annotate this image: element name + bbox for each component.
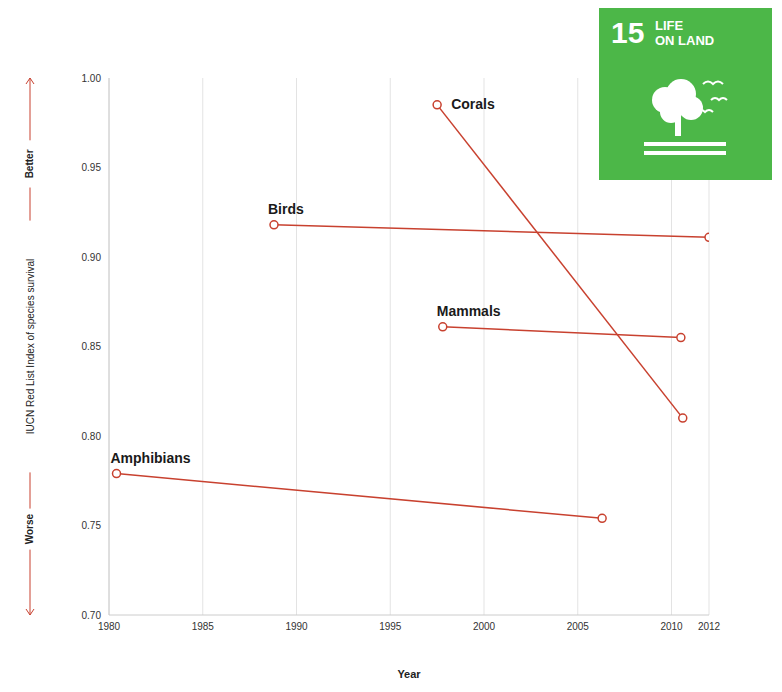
svg-text:1.00: 1.00	[82, 73, 102, 84]
svg-text:2012: 2012	[698, 621, 721, 632]
svg-text:2000: 2000	[473, 621, 496, 632]
svg-text:0.70: 0.70	[82, 610, 102, 621]
svg-text:2010: 2010	[660, 621, 683, 632]
svg-text:1990: 1990	[285, 621, 308, 632]
svg-text:0.85: 0.85	[82, 341, 102, 352]
svg-text:2005: 2005	[567, 621, 590, 632]
svg-text:0.80: 0.80	[82, 431, 102, 442]
svg-text:Worse: Worse	[25, 513, 36, 544]
svg-text:IUCN Red List Index of species: IUCN Red List Index of species survival	[25, 259, 36, 435]
svg-text:Birds: Birds	[268, 201, 304, 217]
svg-text:0.95: 0.95	[82, 162, 102, 173]
html-text:15: 15	[611, 16, 645, 49]
svg-text:Amphibians: Amphibians	[111, 450, 191, 466]
svg-text:Mammals: Mammals	[437, 303, 501, 319]
html-text:LIFE: LIFE	[655, 18, 684, 33]
svg-text:0.90: 0.90	[82, 252, 102, 263]
svg-text:0.75: 0.75	[82, 520, 102, 531]
svg-text:1985: 1985	[192, 621, 215, 632]
svg-text:1995: 1995	[379, 621, 402, 632]
svg-text:Better: Better	[25, 149, 36, 178]
html-text:ON LAND: ON LAND	[655, 33, 715, 48]
svg-text:Year: Year	[397, 668, 421, 680]
svg-text:1980: 1980	[98, 621, 121, 632]
svg-text:Corals: Corals	[451, 96, 495, 112]
